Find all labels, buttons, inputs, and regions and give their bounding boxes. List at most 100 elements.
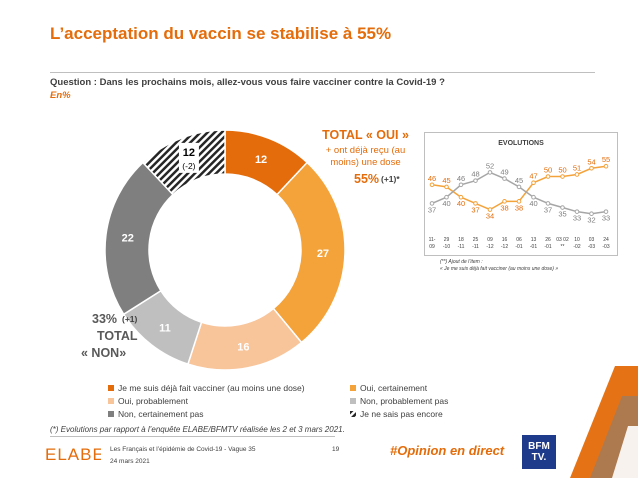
series-point-oui — [531, 180, 536, 186]
x-tick-label: 10 — [574, 237, 580, 243]
total-oui-title: TOTAL « OUI » — [322, 128, 409, 142]
series-point-non — [516, 184, 522, 190]
series-point-non — [487, 170, 493, 175]
series-label-oui: 45 — [442, 176, 450, 185]
series-label-non: 33 — [573, 214, 581, 223]
series-point-oui — [429, 182, 435, 188]
total-non-label-2: « NON» — [81, 346, 127, 360]
series-point-oui — [560, 174, 565, 179]
series-label-non: 35 — [558, 210, 566, 219]
total-oui-subtitle-1: + ont déjà reçu (au — [325, 145, 406, 156]
series-point-oui — [574, 172, 580, 177]
bfmtv-logo-line1: BFM — [528, 441, 550, 452]
legend-item-deja-vaccine: Je me suis déjà fait vacciner (au moins … — [108, 383, 305, 393]
series-label-non: 32 — [587, 216, 595, 225]
total-non-delta: (+1) — [122, 314, 138, 324]
x-tick-label-2: -10 — [443, 244, 450, 250]
series-label-non: 40 — [442, 199, 450, 208]
corner-a-decoration — [570, 366, 638, 478]
x-tick-label: 03 02 — [556, 237, 569, 243]
legend-item-oui-certainement: Oui, certainement — [350, 383, 427, 393]
series-label-non: 49 — [500, 168, 508, 177]
series-point-oui — [473, 201, 478, 206]
legend-label: Non, probablement pas — [360, 396, 449, 406]
x-tick-label-2: -01 — [515, 244, 522, 250]
series-label-oui: 40 — [457, 199, 465, 208]
page-number: 19 — [332, 446, 340, 453]
series-label-oui: 51 — [573, 163, 581, 172]
elabe-logo-text: ELABE — [45, 445, 101, 464]
series-label-oui: 47 — [529, 172, 537, 181]
evolutions-title: EVOLUTIONS — [498, 140, 544, 147]
footnote: (*) Evolutions par rapport à l’enquête E… — [50, 425, 345, 434]
x-tick-label-2: -01 — [544, 244, 551, 250]
x-tick-label-2: -11 — [458, 244, 465, 250]
series-point-oui — [545, 174, 551, 179]
footer-date: 24 mars 2021 — [110, 458, 150, 465]
series-label-oui: 37 — [471, 205, 479, 214]
hashtag: #Opinion en direct — [390, 443, 505, 458]
evolutions-line-chart: 46 45 40 37 34 38 38 47 50 50 51 54 55 37 40 46 48 52 49 45… — [428, 155, 610, 250]
x-tick-label-2: -12 — [486, 244, 493, 250]
series-point-non — [560, 205, 565, 210]
legend-swatch — [108, 398, 114, 404]
x-tick-label: 06 — [516, 237, 522, 243]
total-oui-value: 55% — [354, 172, 380, 186]
legend-label: Non, certainement pas — [118, 409, 204, 419]
slice-non-certainement — [104, 161, 175, 316]
series-label-oui: 50 — [558, 166, 566, 175]
series-label-oui: 38 — [500, 203, 508, 212]
x-tick-label: 03 — [589, 237, 595, 243]
series-point-oui — [589, 165, 594, 171]
x-tick-label: 13 — [531, 237, 537, 243]
x-tick-label: 26 — [545, 237, 551, 243]
bfmtv-logo: BFM TV. — [522, 435, 556, 469]
series-label-non: 48 — [471, 170, 479, 179]
legend-item-non-certainement: Non, certainement pas — [108, 409, 204, 419]
x-tick-label: 24 — [603, 237, 609, 243]
slice-label-non-probablement: 11 — [159, 322, 171, 334]
slice-delta-ne-sais-pas: (-2) — [182, 161, 195, 171]
series-label-non: 40 — [529, 199, 537, 208]
legend-label: Oui, probablement — [118, 396, 188, 406]
series-point-non — [531, 194, 536, 200]
legend-swatch-hatched — [350, 411, 356, 417]
series-label-non: 45 — [515, 176, 523, 185]
series-label-oui: 55 — [602, 155, 610, 164]
slice-label-oui-certainement: 27 — [317, 248, 329, 260]
series-point-non — [444, 194, 449, 200]
x-tick-label-2: -11 — [472, 244, 479, 250]
donut-chart: 12 27 16 11 22 12 (-2) — [104, 129, 346, 371]
series-point-non — [574, 209, 580, 214]
series-label-oui: 50 — [544, 166, 552, 175]
evolutions-note-1: (**) Ajout de l’item : — [440, 259, 483, 265]
page-title: L’acceptation du vaccin se stabilise à 5… — [50, 24, 392, 43]
series-point-non — [473, 178, 478, 183]
total-non-label: TOTAL — [97, 329, 138, 343]
series-point-non — [603, 209, 609, 214]
x-tick-label: 16 — [502, 237, 508, 243]
series-point-oui — [458, 194, 464, 200]
series-label-oui: 46 — [428, 174, 436, 183]
series-label-non: 52 — [486, 161, 494, 170]
legend-swatch — [108, 385, 114, 391]
evolutions-note-2: « Je me suis déjà fait vacciner (au moin… — [440, 266, 559, 272]
series-label-non: 46 — [457, 174, 465, 183]
x-tick-label-2: 09 — [429, 244, 435, 250]
x-tick-label-2: -12 — [501, 244, 508, 250]
series-label-oui: 38 — [515, 203, 523, 212]
series-point-oui — [603, 163, 609, 169]
slice-oui-certainement — [272, 161, 346, 344]
series-point-oui — [502, 199, 507, 204]
legend-item-oui-probablement: Oui, probablement — [108, 396, 188, 406]
series-point-oui — [487, 207, 493, 212]
survey-question: Question : Dans les prochains mois, alle… — [50, 77, 445, 88]
legend-swatch — [350, 398, 356, 404]
series-point-non — [429, 201, 435, 206]
series-label-non: 37 — [544, 205, 552, 214]
x-tick-label-2: -03 — [588, 244, 595, 250]
legend-item-ne-sais-pas: Je ne sais pas encore — [350, 409, 443, 419]
x-tick-label-2: -01 — [530, 244, 537, 250]
x-tick-label: 18 — [458, 237, 464, 243]
legend-swatch — [108, 411, 114, 417]
